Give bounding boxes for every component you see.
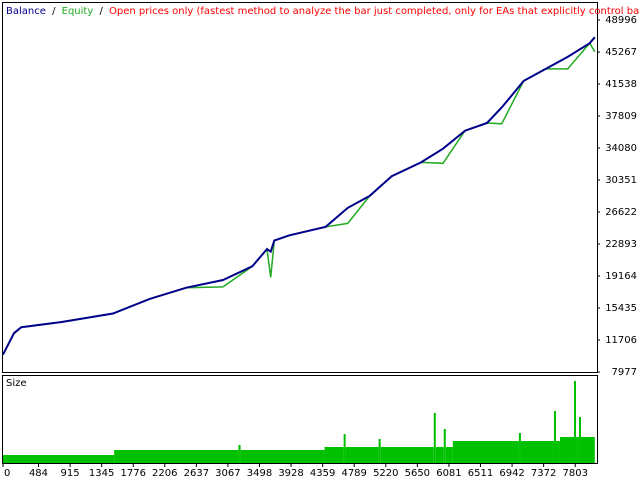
series-line [2,36,596,356]
size-bar [3,455,115,463]
size-bar [114,450,239,463]
size-bar [378,439,381,463]
x-tick-label: 1345 [89,468,114,479]
x-tick-label: 4789 [341,468,366,479]
y-tick-label: 26622 [605,207,637,218]
x-tick-label: 7372 [531,468,556,479]
x-tick-label: 915 [61,468,80,479]
x-tick-label: 2206 [152,468,177,479]
main-panel [2,2,598,373]
y-tick-label: 41538 [605,79,637,90]
y-tick-label: 15435 [605,303,637,314]
x-tick-label: 6942 [499,468,524,479]
size-bar [578,417,582,463]
legend-equity: Equity [62,6,94,17]
size-bar [435,447,444,463]
x-tick-label: 3067 [215,468,240,479]
x-tick-label: 3928 [278,468,303,479]
x-tick-label: 2637 [184,468,209,479]
x-tick-label: 4359 [310,468,335,479]
x-tick-label: 484 [29,468,48,479]
size-bar [324,447,344,463]
legend-balance: Balance [6,6,46,17]
size-bar [240,450,325,463]
y-tick-label: 11706 [605,335,637,346]
y-tick-label: 37809 [605,111,637,122]
x-tick-label: 6511 [468,468,493,479]
legend-separator: / [52,6,56,17]
y-tick-label: 19164 [605,271,637,282]
legend-separator: / [99,6,103,17]
x-tick-label: 6081 [436,468,461,479]
size-bar [573,381,577,463]
y-tick-label: 7977 [612,367,637,378]
y-tick-label: 45267 [605,47,637,58]
y-tick-label: 34080 [605,143,637,154]
x-tick-label: 7803 [562,468,587,479]
size-title: Size [6,378,27,389]
size-bar [556,441,560,463]
y-tick-label: 48996 [605,15,637,26]
size-bar [443,429,446,463]
size-bar [452,441,519,463]
y-tick-label: 22893 [605,239,637,250]
x-tick-label: 1776 [121,468,146,479]
size-panel [2,375,598,464]
size-bar [518,433,521,463]
y-tick-label: 30351 [605,175,637,186]
header: Balance / Equity / Open prices only (fas… [6,6,640,17]
x-tick-label: 3498 [247,468,272,479]
size-bar [559,437,574,463]
size-bar [576,437,579,463]
size-bar [445,447,453,463]
size-bar [380,447,434,463]
subtitle: Open prices only (fastest method to anal… [109,6,640,17]
size-bar [520,441,554,463]
x-tick-label: 0 [4,468,10,479]
size-bar [581,437,595,463]
size-bar [553,411,557,463]
x-tick-label: 5650 [405,468,430,479]
x-tick-label: 5220 [373,468,398,479]
size-bar [343,434,346,463]
size-bar [345,447,379,463]
size-bar [238,445,241,463]
size-bar [433,413,436,463]
